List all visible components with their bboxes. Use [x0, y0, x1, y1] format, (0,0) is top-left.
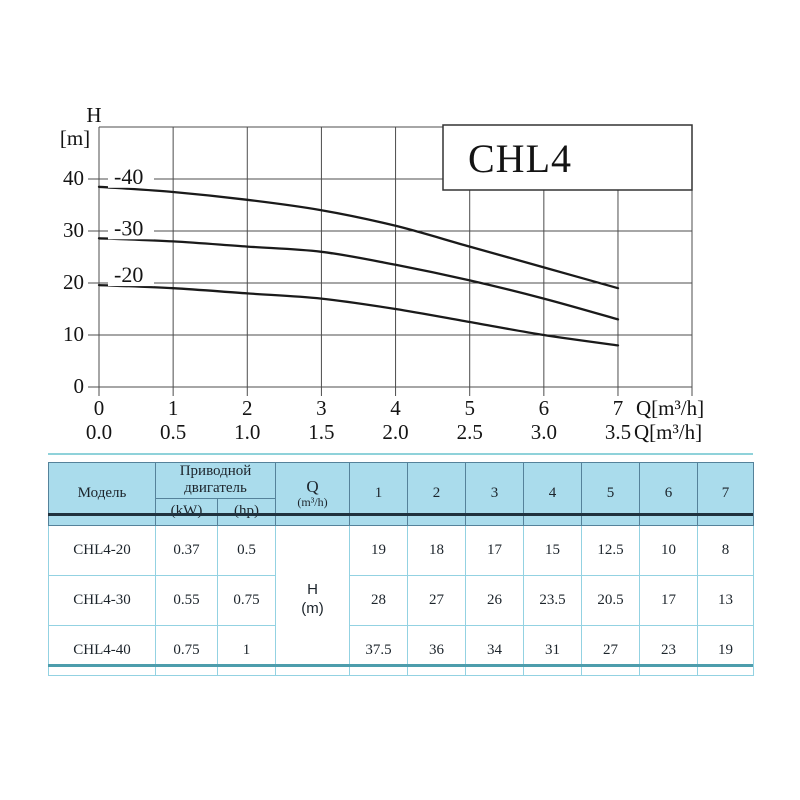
x-axis-unit-primary: Q[m³/h] — [636, 396, 704, 420]
head-value-cell: 19 — [349, 524, 409, 576]
kw-cell: 0.75 — [155, 624, 218, 676]
chart-title: CHL4 — [468, 136, 572, 181]
pump-curve-chart: 0 10 20 30 40 0 1 2 3 4 5 6 7 0.0 0.5 1.0 1.5 2.0 2.5 3.0 3.… — [60, 103, 704, 444]
head-value-cell: 17 — [465, 524, 525, 576]
x-tick-label: 3 — [316, 396, 327, 420]
head-value-cell: 23.5 — [523, 574, 583, 626]
curve-label-20: -20 — [114, 262, 143, 287]
head-value-cell: 26 — [465, 574, 525, 626]
head-value-cell: 27 — [407, 574, 467, 626]
kw-cell: 0.55 — [155, 574, 218, 626]
head-value-cell: 34 — [465, 624, 525, 676]
x-tick-label-secondary: 1.5 — [308, 420, 334, 444]
head-value-cell: 23 — [639, 624, 699, 676]
x-tick-label-secondary: 2.5 — [457, 420, 483, 444]
y-axis-title: [m] — [60, 126, 90, 150]
pump-curve-40 — [97, 185, 620, 290]
head-value-cell: 31 — [523, 624, 583, 676]
model-cell: CHL4-40 — [48, 624, 156, 676]
y-tick-label: 0 — [74, 374, 85, 398]
head-value-cell: 20.5 — [581, 574, 641, 626]
kw-cell: 0.37 — [155, 524, 218, 576]
x-tick-label: 6 — [539, 396, 550, 420]
curve-label-bg — [108, 266, 154, 287]
pump-curve-20 — [97, 283, 620, 347]
hp-cell: 0.75 — [216, 574, 277, 626]
h-m-label: H — [307, 581, 318, 599]
curve-label-bg — [108, 219, 154, 240]
x-tick-label-secondary: 3.5 — [605, 420, 631, 444]
chart-title-box — [442, 124, 693, 191]
curve-label-30: -30 — [114, 215, 143, 240]
model-cell: CHL4-30 — [48, 574, 156, 626]
x-tick-label: 4 — [390, 396, 401, 420]
x-tick-label: 2 — [242, 396, 253, 420]
header-divider-rule — [48, 513, 753, 516]
q-unit: (m³/h) — [297, 495, 328, 510]
x-tick-label-secondary: 1.0 — [234, 420, 260, 444]
table-row: CHL4-20 0.37 0.5 H (m) 19 18 17 15 12.5 10 8 — [48, 524, 755, 676]
x-tick-label: 0 — [94, 396, 105, 420]
col-header-kw: (kW) — [155, 497, 218, 526]
col-header-hp: (hp) — [216, 497, 277, 526]
head-value-cell: 10 — [639, 524, 699, 576]
x-tick-label: 1 — [168, 396, 179, 420]
h-m-label: (m) — [301, 600, 324, 617]
head-unit-merged-cell: H (m) — [275, 524, 351, 676]
y-axis-title: H — [86, 103, 101, 127]
head-value-cell: 8 — [697, 524, 755, 576]
curve-label-bg — [108, 167, 154, 188]
x-tick-label-secondary: 0.0 — [86, 420, 112, 444]
col-header-motor-group: Приводной двигатель — [154, 462, 277, 499]
x-tick-label: 5 — [464, 396, 475, 420]
head-value-cell: 15 — [523, 524, 583, 576]
head-value-cell: 19 — [697, 624, 755, 676]
table-bottom-rule — [48, 664, 753, 667]
q-label: Q — [306, 477, 319, 497]
head-value-cell: 13 — [697, 574, 755, 626]
x-tick-label: 7 — [613, 396, 624, 420]
head-value-cell: 18 — [407, 524, 467, 576]
hp-cell: 1 — [216, 624, 277, 676]
head-value-cell: 12.5 — [581, 524, 641, 576]
hp-cell: 0.5 — [216, 524, 277, 576]
y-tick-label: 20 — [63, 270, 84, 294]
model-cell: CHL4-20 — [48, 524, 156, 576]
y-tick-label: 10 — [63, 322, 84, 346]
pump-curve-30 — [97, 237, 620, 321]
head-value-cell: 17 — [639, 574, 699, 626]
y-tick-label: 30 — [63, 218, 84, 242]
table-row: CHL4-30 0.55 0.75 28 27 26 23.5 20.5 17 13 — [48, 574, 755, 626]
head-value-cell: 36 — [407, 624, 467, 676]
table-row: CHL4-40 0.75 1 37.5 36 34 31 27 23 19 — [48, 624, 755, 676]
head-value-cell: 28 — [349, 574, 409, 626]
spec-table-body: CHL4-20 0.37 0.5 H (m) 19 18 17 15 12.5 10 8 CHL4-30… — [48, 524, 755, 676]
x-tick-label-secondary: 3.0 — [531, 420, 557, 444]
table-top-rule — [48, 453, 753, 455]
x-tick-label-secondary: 2.0 — [382, 420, 408, 444]
x-axis-unit-secondary: Q[m³/h] — [634, 420, 702, 444]
y-tick-label: 40 — [63, 166, 84, 190]
head-value-cell: 27 — [581, 624, 641, 676]
curve-label-40: -40 — [114, 164, 143, 189]
x-tick-label-secondary: 0.5 — [160, 420, 186, 444]
head-value-cell: 37.5 — [349, 624, 409, 676]
